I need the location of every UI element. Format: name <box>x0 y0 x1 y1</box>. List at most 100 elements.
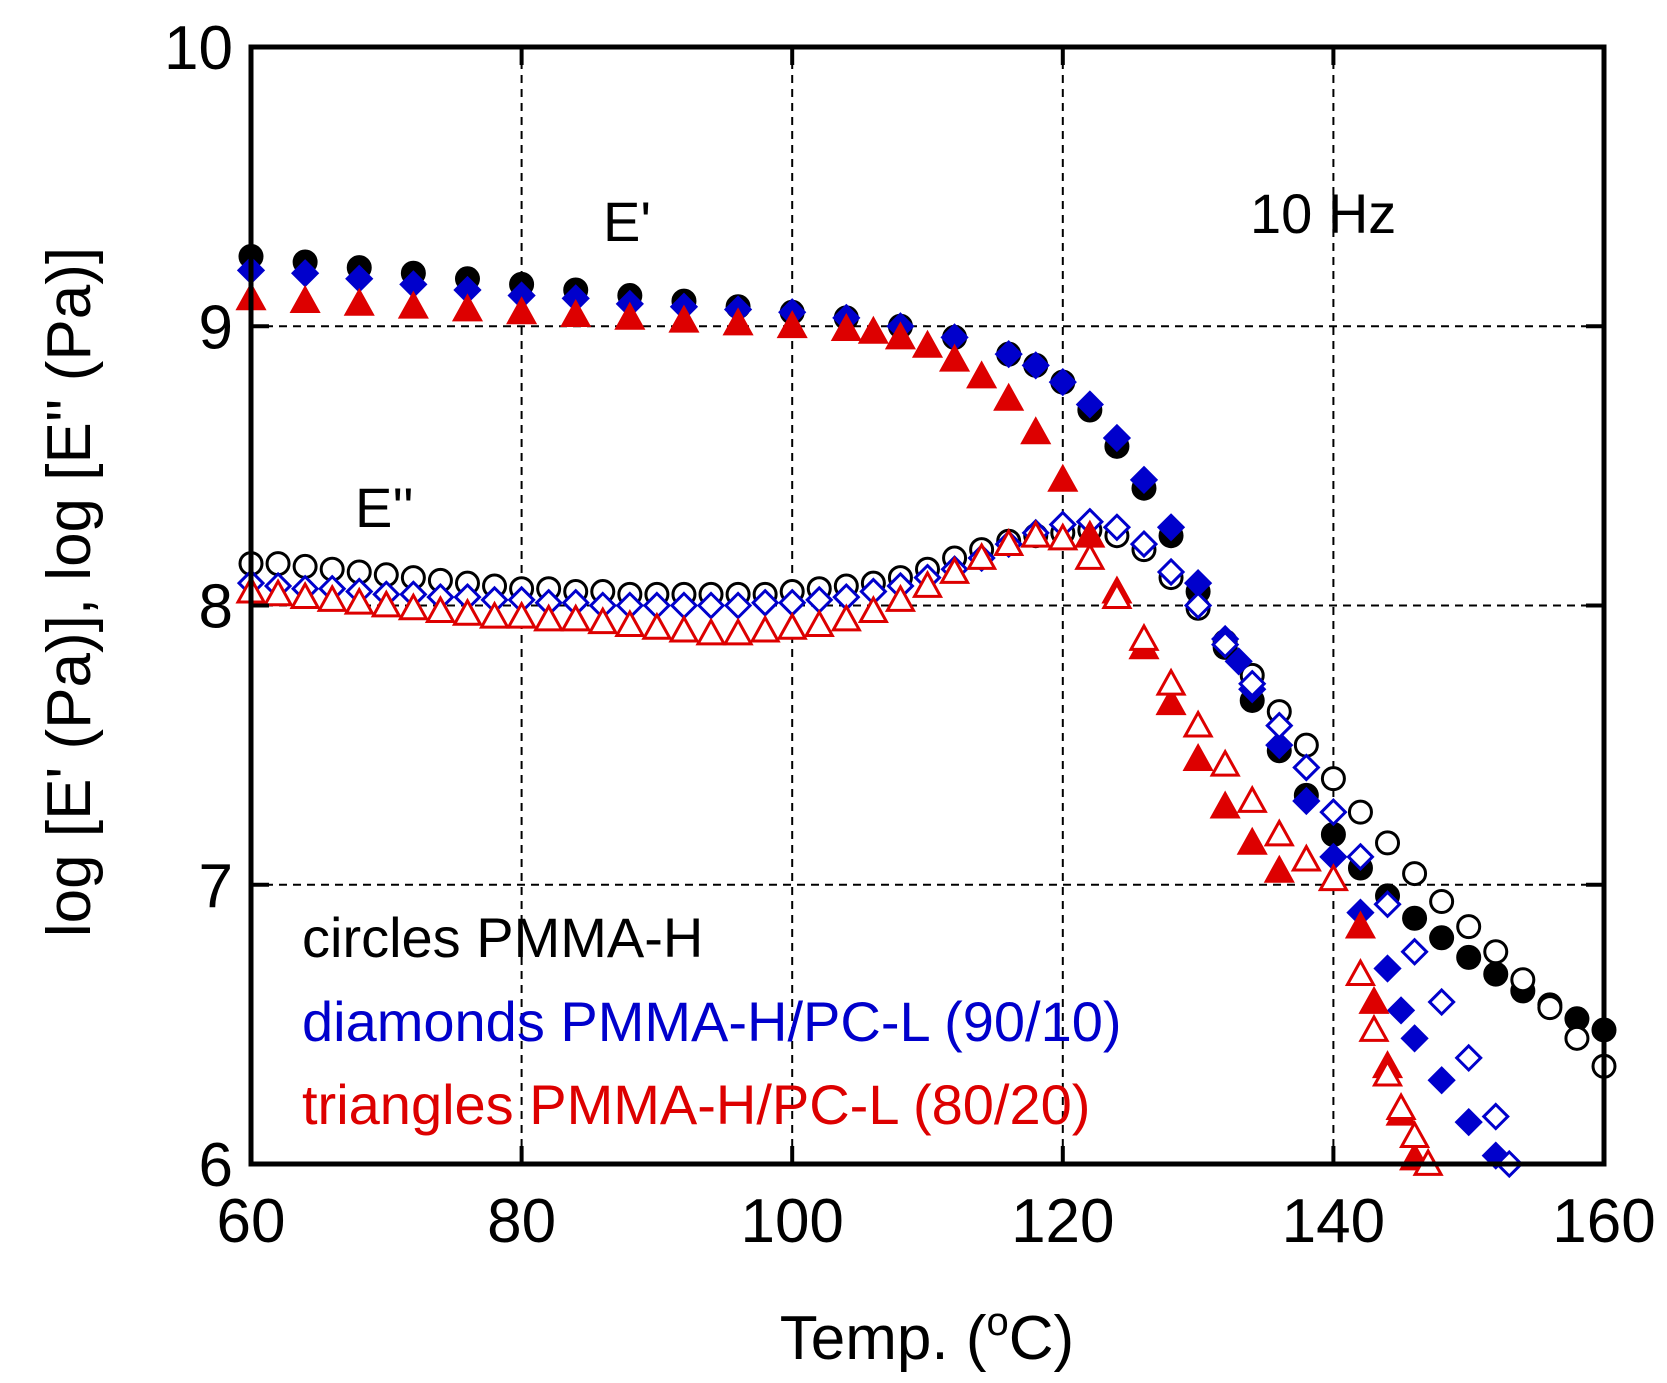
data-point <box>1402 905 1428 931</box>
legend-label: PMMA-H/PC-L (90/10) <box>560 990 1121 1053</box>
data-point <box>478 600 511 629</box>
y-tick-label: 6 <box>199 1131 233 1200</box>
grid-lines <box>251 47 1604 1164</box>
data-point <box>316 583 348 612</box>
data-point <box>749 614 781 643</box>
data-point <box>1400 1024 1429 1053</box>
data-point <box>668 304 700 333</box>
data-point <box>451 597 484 626</box>
data-point <box>1101 581 1133 610</box>
data-point <box>1183 591 1213 620</box>
data-point <box>1373 890 1402 919</box>
annotation-frequency: 10 Hz <box>1250 182 1396 245</box>
data-point <box>993 527 1025 556</box>
data-point <box>1373 954 1402 983</box>
x-tick-label: 100 <box>740 1187 843 1256</box>
data-point <box>1209 790 1241 819</box>
data-point <box>884 583 916 612</box>
data-point <box>1427 987 1456 1017</box>
data-point <box>1537 995 1563 1021</box>
data-point <box>1182 742 1214 771</box>
data-point <box>1385 1092 1417 1121</box>
data-point <box>1075 390 1104 419</box>
y-tick-label: 10 <box>164 14 233 83</box>
data-point <box>1358 985 1390 1014</box>
data-point <box>1319 798 1348 827</box>
data-point <box>1320 821 1346 847</box>
data-point <box>292 553 318 579</box>
data-point <box>1510 967 1536 993</box>
data-point <box>668 614 700 643</box>
data-point <box>587 606 619 635</box>
data-point <box>1344 910 1377 939</box>
data-point <box>1427 1066 1456 1095</box>
legend-entry-pmma-h: circles PMMA-H <box>302 906 703 969</box>
data-point <box>560 603 592 632</box>
data-point <box>1317 863 1349 892</box>
axis-ticks: 60 80 100 120 140 160 6 7 8 9 10 <box>164 14 1656 1256</box>
data-point <box>424 594 456 623</box>
data-point <box>695 617 727 646</box>
data-point <box>722 617 754 646</box>
y-axis-title: log [E' (Pa)], log [E'' (Pa)] <box>35 247 104 937</box>
data-point <box>1155 667 1187 696</box>
data-point <box>1483 961 1509 987</box>
data-point <box>1236 784 1268 813</box>
data-point <box>1292 786 1321 816</box>
data-point <box>1429 889 1455 915</box>
data-point <box>262 578 294 607</box>
data-point <box>830 312 862 341</box>
data-point <box>1224 647 1253 676</box>
annotation-loss-modulus: E'' <box>355 476 414 539</box>
data-point <box>911 569 944 598</box>
data-point <box>1402 861 1428 887</box>
data-point <box>343 287 375 316</box>
data-point <box>1371 1058 1404 1087</box>
data-point <box>1292 753 1321 782</box>
data-point <box>1074 541 1106 570</box>
data-point <box>1293 732 1319 758</box>
data-point <box>1346 842 1375 871</box>
data-point <box>1129 529 1159 559</box>
data-point <box>1102 423 1132 453</box>
data-point <box>1047 522 1079 551</box>
data-point <box>1290 843 1322 872</box>
data-point <box>994 340 1023 369</box>
data-point <box>1263 854 1295 883</box>
data-point <box>1048 367 1077 397</box>
data-point <box>370 589 402 618</box>
data-point <box>1129 465 1159 494</box>
data-point <box>506 296 538 325</box>
data-point <box>1358 1013 1390 1042</box>
data-point <box>1047 463 1079 492</box>
data-point <box>451 293 484 322</box>
data-point <box>1020 519 1052 548</box>
data-point <box>939 343 971 372</box>
x-tick-label: 160 <box>1552 1187 1655 1256</box>
data-point <box>1236 826 1268 855</box>
data-point <box>1483 939 1509 965</box>
legend-label: PMMA-H/PC-L (80/20) <box>529 1073 1090 1136</box>
data-point <box>1155 687 1187 716</box>
annotation-storage-modulus: E' <box>603 190 651 253</box>
data-point <box>614 301 646 330</box>
data-point <box>1021 351 1050 380</box>
data-point <box>722 307 754 336</box>
data-point <box>533 603 565 632</box>
x-axis-title: Temp. (oC) <box>780 1300 1074 1373</box>
x-axis-title-text: Temp. ( <box>780 1304 987 1373</box>
legend-label: PMMA-H <box>476 906 703 969</box>
data-point <box>343 586 375 615</box>
data-point <box>1386 996 1416 1025</box>
legend-prefix: circles <box>302 906 461 969</box>
data-point <box>857 315 889 344</box>
data-point <box>1344 958 1377 987</box>
data-series <box>235 243 1617 1179</box>
legend-entry-blend-80-20: triangles PMMA-H/PC-L (80/20) <box>302 1073 1090 1136</box>
data-point <box>1454 1107 1483 1137</box>
data-point <box>993 382 1025 411</box>
data-point <box>1429 925 1455 951</box>
data-point <box>776 310 808 339</box>
y-tick-label: 9 <box>199 293 233 362</box>
